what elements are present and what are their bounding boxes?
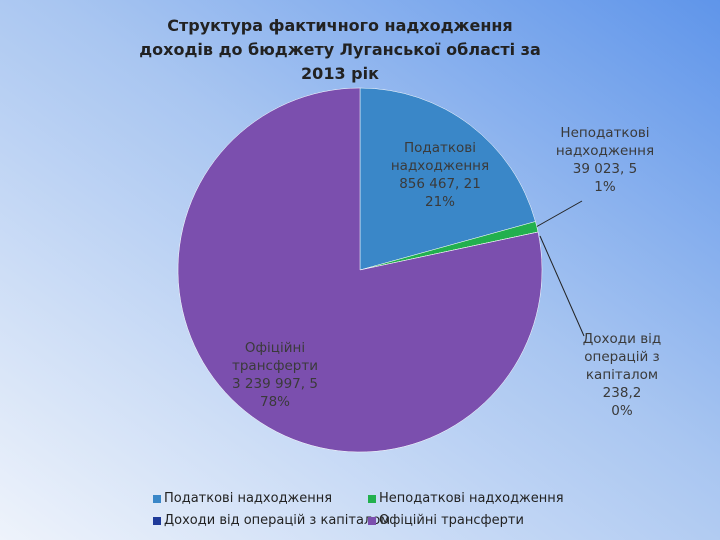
slice-value: 238,2 — [602, 385, 642, 401]
legend-label: Доходи від операцій з капіталом — [164, 513, 391, 528]
legend-item: Офіційні трансферти — [368, 513, 524, 528]
slice-name: Доходи від операцій з капіталом — [582, 331, 662, 383]
legend-swatch — [153, 494, 161, 503]
legend-swatch — [368, 494, 376, 503]
slice-percent: 1% — [594, 179, 616, 195]
slice-label: Податкові надходження 856 467, 21 21% — [390, 139, 490, 211]
slice-label: Неподаткові надходження 39 023, 5 1% — [550, 124, 660, 196]
chart-title: Структура фактичного надходження доходів… — [139, 16, 541, 83]
slice-value: 39 023, 5 — [572, 161, 638, 177]
leader-line — [535, 200, 583, 228]
legend-label: Неподаткові надходження — [379, 491, 564, 506]
slice-label: Доходи від операцій з капіталом 238,2 0% — [567, 330, 677, 420]
leader-line — [539, 235, 585, 337]
pie-slice — [177, 87, 543, 453]
slice-value: 856 467, 21 — [399, 176, 481, 192]
slice-percent: 78% — [259, 394, 290, 410]
legend-swatch — [368, 516, 376, 525]
legend-item: Податкові надходження — [153, 491, 332, 506]
pie-slice — [359, 87, 536, 271]
slice-name: Податкові надходження — [390, 140, 490, 174]
legend-label: Податкові надходження — [164, 491, 333, 506]
legend-label: Офіційні трансферти — [379, 513, 524, 528]
slice-value: 3 239 997, 5 — [232, 376, 318, 392]
slice-percent: 0% — [611, 403, 633, 419]
slice-label: Офіційні трансферти 3 239 997, 5 78% — [225, 339, 325, 411]
slice-percent: 21% — [424, 194, 455, 210]
slice-name: Офіційні трансферти — [231, 340, 318, 374]
legend-item: Доходи від операцій з капіталом — [153, 513, 390, 528]
legend-swatch — [153, 516, 161, 525]
legend-item: Неподаткові надходження — [368, 491, 564, 506]
slice-name: Неподаткові надходження — [555, 125, 655, 159]
